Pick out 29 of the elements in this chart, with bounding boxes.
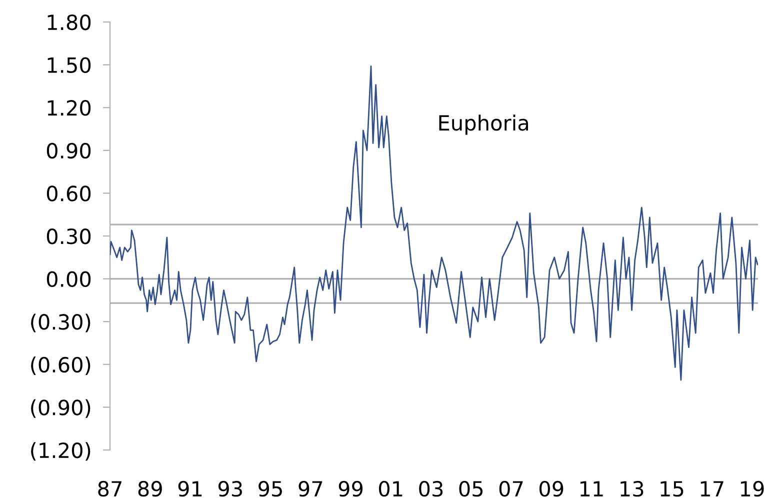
x-tick-label: 19 bbox=[741, 480, 764, 497]
y-tick-label: (0.30) bbox=[31, 314, 90, 332]
x-tick-label: 89 bbox=[138, 480, 162, 497]
x-tick-label: 11 bbox=[580, 481, 603, 496]
x-tick-label: 05 bbox=[459, 480, 483, 497]
y-tick-label: 0.60 bbox=[46, 186, 91, 202]
y-tick-label: 0.90 bbox=[46, 142, 91, 159]
y-tick-label: 1.50 bbox=[48, 57, 91, 74]
x-tick-label: 03 bbox=[419, 480, 443, 497]
x-tick-label: 17 bbox=[700, 481, 724, 496]
annotation: Euphoria bbox=[439, 114, 528, 135]
y-tick-label: (0.90) bbox=[31, 399, 90, 418]
x-tick-label: 93 bbox=[218, 480, 242, 497]
x-tick-label: 95 bbox=[258, 480, 282, 497]
x-tick-label: 09 bbox=[539, 480, 564, 497]
x-tick-label: 01 bbox=[378, 480, 402, 497]
x-tick-label: 97 bbox=[298, 480, 322, 497]
x-tick-label: 15 bbox=[660, 481, 684, 497]
y-tick-label: 1.20 bbox=[48, 100, 91, 116]
y-tick-label: (1.20) bbox=[31, 442, 90, 461]
x-tick-label: 07 bbox=[499, 480, 523, 497]
y-tick-label: (0.60) bbox=[31, 356, 90, 376]
y-tick-label: 0.30 bbox=[46, 228, 91, 244]
x-tick-label: 87 bbox=[98, 480, 122, 497]
x-tick-label: 91 bbox=[178, 480, 202, 497]
y-tick-label: 1.80 bbox=[48, 14, 91, 30]
x-tick-label: 99 bbox=[338, 480, 363, 497]
x-tick-label: 13 bbox=[620, 480, 644, 497]
y-tick-label: 0.00 bbox=[46, 271, 91, 288]
